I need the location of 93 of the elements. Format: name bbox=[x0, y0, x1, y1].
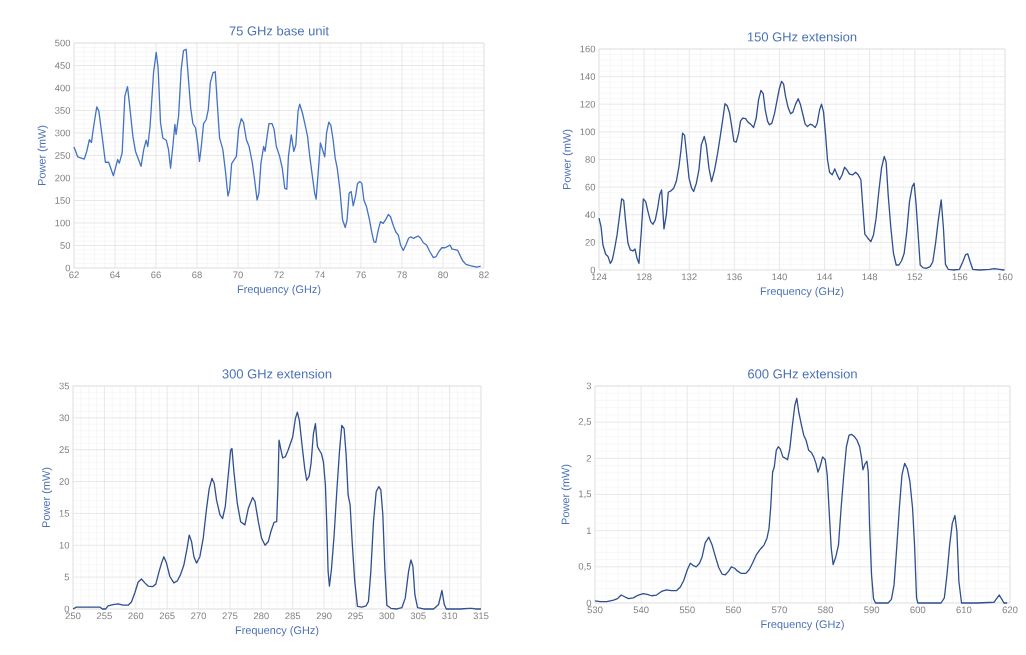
y-tick-label: 25 bbox=[59, 446, 70, 454]
x-axis-title: Frequency (GHz) bbox=[761, 620, 844, 631]
x-tick-label: 144 bbox=[817, 273, 833, 281]
x-tick-label: 128 bbox=[636, 273, 652, 281]
chart-title: 150 GHz extension bbox=[747, 31, 857, 42]
x-tick-label: 285 bbox=[285, 612, 301, 620]
x-tick-label: 280 bbox=[253, 612, 269, 620]
x-tick-label: 265 bbox=[159, 612, 175, 620]
y-tick-label: 15 bbox=[59, 510, 70, 517]
x-tick-label: 160 bbox=[997, 273, 1013, 281]
y-axis-title: Power (mW) bbox=[41, 467, 53, 528]
y-tick-label: 350 bbox=[55, 107, 71, 114]
chart-title: 300 GHz extension bbox=[222, 368, 332, 379]
y-axis-title: Power (mW) bbox=[562, 129, 573, 190]
x-tick-label: 300 bbox=[379, 612, 395, 620]
y-tick-label: 40 bbox=[585, 211, 596, 219]
y-tick-label: 400 bbox=[54, 84, 71, 92]
line-series bbox=[73, 48, 482, 268]
y-tick-label: 20 bbox=[59, 478, 70, 485]
x-tick-label: 610 bbox=[956, 606, 972, 614]
y-tick-label: 100 bbox=[55, 219, 71, 227]
x-tick-label: 570 bbox=[771, 606, 787, 614]
x-tick-label: 295 bbox=[348, 612, 363, 620]
x-axis-title: Frequency (GHz) bbox=[760, 287, 844, 298]
y-tick-label: 1,5 bbox=[579, 490, 592, 499]
y-tick-label: 20 bbox=[585, 239, 596, 246]
chart-title: 600 GHz extension bbox=[748, 368, 857, 379]
x-tick-label: 255 bbox=[96, 612, 112, 620]
x-tick-label: 305 bbox=[410, 612, 426, 620]
x-axis-title: Frequency (GHz) bbox=[237, 285, 321, 296]
x-tick-label: 80 bbox=[438, 271, 448, 279]
x-tick-label: 72 bbox=[274, 271, 284, 279]
y-tick-label: 0 bbox=[64, 605, 70, 613]
x-tick-label: 310 bbox=[442, 612, 458, 620]
y-tick-label: 50 bbox=[60, 242, 71, 249]
x-tick-label: 315 bbox=[473, 612, 489, 620]
y-tick-label: 30 bbox=[59, 414, 70, 422]
x-tick-label: 74 bbox=[315, 271, 325, 279]
x-tick-label: 78 bbox=[397, 271, 407, 279]
y-tick-label: 2,5 bbox=[578, 418, 592, 427]
y-tick-label: 0,5 bbox=[578, 562, 592, 571]
y-tick-label: 35 bbox=[59, 382, 70, 390]
x-tick-label: 82 bbox=[479, 271, 489, 279]
x-tick-label: 136 bbox=[727, 273, 742, 281]
y-tick-label: 250 bbox=[55, 152, 71, 159]
y-tick-label: 5 bbox=[64, 573, 70, 581]
y-tick-label: 2 bbox=[586, 455, 592, 462]
y-tick-label: 10 bbox=[59, 541, 70, 549]
y-tick-label: 80 bbox=[585, 156, 596, 163]
y-tick-label: 60 bbox=[585, 183, 596, 191]
y-tick-label: 3 bbox=[586, 382, 592, 390]
x-tick-label: 270 bbox=[191, 612, 207, 620]
x-tick-label: 530 bbox=[587, 606, 603, 614]
y-tick-label: 450 bbox=[54, 62, 71, 69]
x-tick-label: 62 bbox=[69, 271, 79, 279]
x-tick-label: 275 bbox=[222, 612, 238, 620]
x-tick-label: 152 bbox=[907, 273, 923, 281]
y-tick-label: 0 bbox=[65, 264, 71, 272]
y-axis-title: Power (mW) bbox=[561, 464, 572, 525]
x-tick-label: 68 bbox=[192, 271, 202, 279]
y-tick-label: 500 bbox=[55, 39, 71, 47]
y-tick-label: 100 bbox=[580, 128, 596, 136]
y-tick-label: 160 bbox=[580, 45, 596, 53]
x-tick-label: 64 bbox=[110, 271, 120, 279]
y-tick-label: 200 bbox=[55, 174, 71, 182]
x-tick-label: 290 bbox=[316, 612, 332, 620]
line-series bbox=[598, 80, 1006, 271]
y-tick-label: 150 bbox=[55, 197, 71, 204]
y-tick-label: 1 bbox=[586, 527, 592, 534]
y-tick-label: 0 bbox=[586, 599, 592, 607]
y-tick-label: 0 bbox=[590, 266, 596, 274]
x-tick-label: 66 bbox=[151, 271, 161, 279]
x-tick-label: 132 bbox=[682, 273, 697, 281]
x-tick-label: 76 bbox=[356, 271, 366, 279]
x-tick-label: 148 bbox=[862, 273, 878, 281]
x-tick-label: 550 bbox=[679, 606, 695, 614]
y-tick-label: 300 bbox=[55, 129, 71, 137]
x-tick-label: 590 bbox=[864, 606, 880, 614]
x-tick-label: 620 bbox=[1002, 606, 1018, 614]
x-tick-label: 124 bbox=[591, 273, 607, 281]
x-tick-label: 580 bbox=[818, 606, 834, 614]
x-tick-label: 260 bbox=[128, 612, 144, 620]
x-tick-label: 560 bbox=[725, 606, 741, 614]
y-axis-title: Power (mW) bbox=[37, 125, 48, 186]
y-tick-label: 120 bbox=[580, 100, 596, 108]
x-tick-label: 156 bbox=[952, 273, 968, 281]
x-axis-title: Frequency (GHz) bbox=[235, 626, 319, 637]
chart-title: 75 GHz base unit bbox=[229, 25, 329, 36]
y-tick-label: 140 bbox=[580, 73, 596, 80]
x-tick-label: 600 bbox=[910, 606, 926, 614]
x-tick-label: 140 bbox=[772, 273, 787, 281]
x-tick-label: 540 bbox=[633, 606, 649, 614]
x-tick-label: 70 bbox=[233, 271, 243, 279]
